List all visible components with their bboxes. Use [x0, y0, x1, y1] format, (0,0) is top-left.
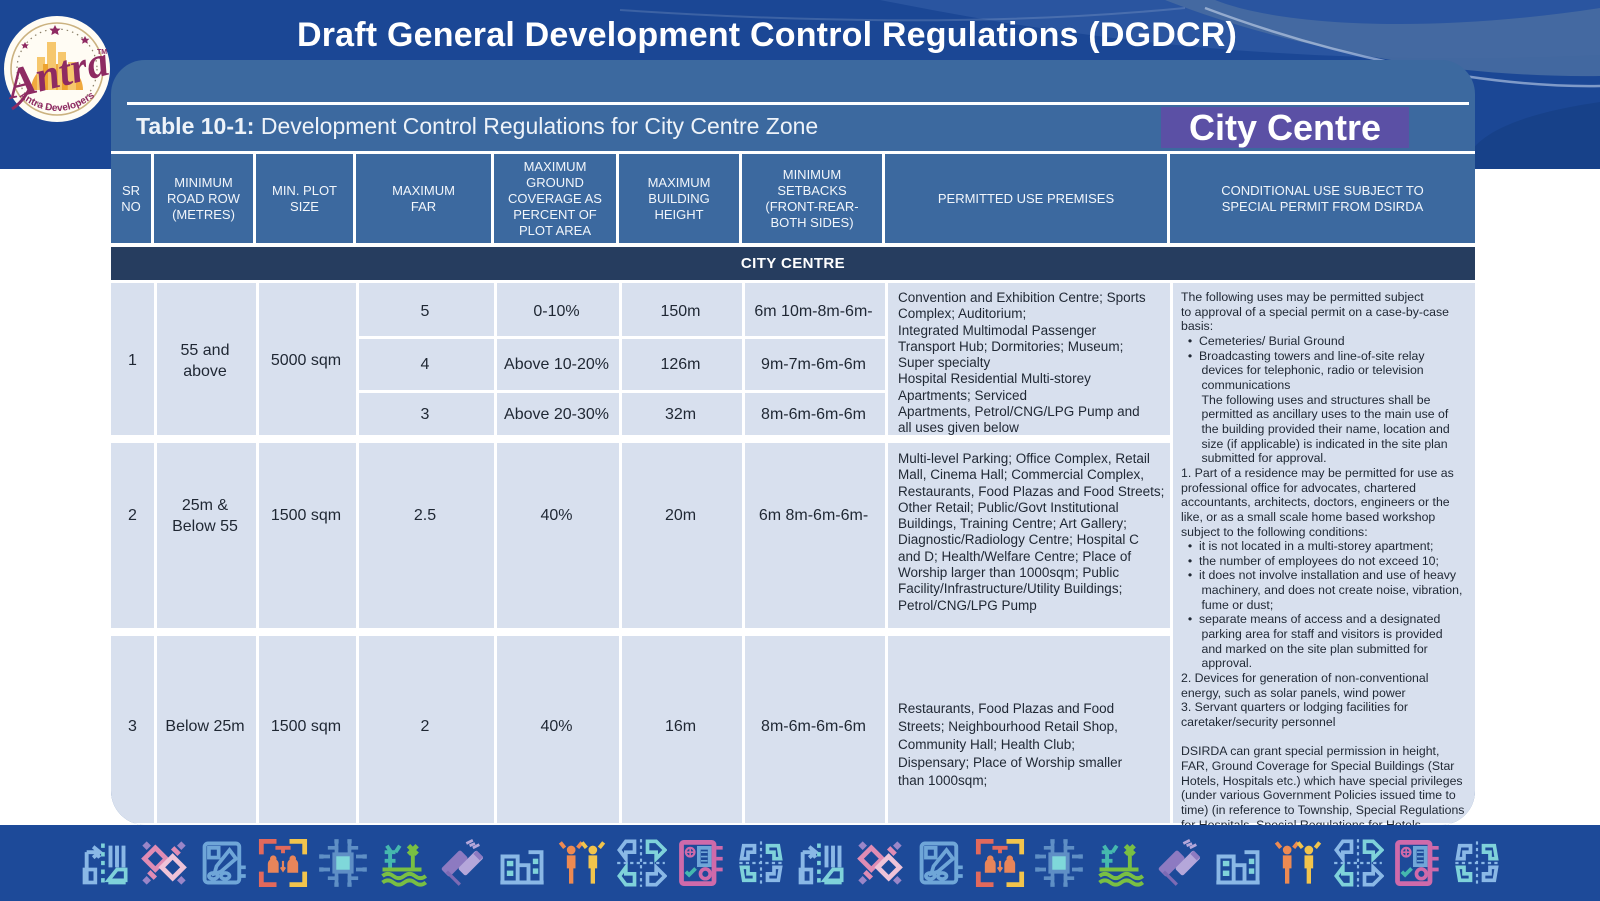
svg-text:TM: TM [97, 49, 107, 56]
